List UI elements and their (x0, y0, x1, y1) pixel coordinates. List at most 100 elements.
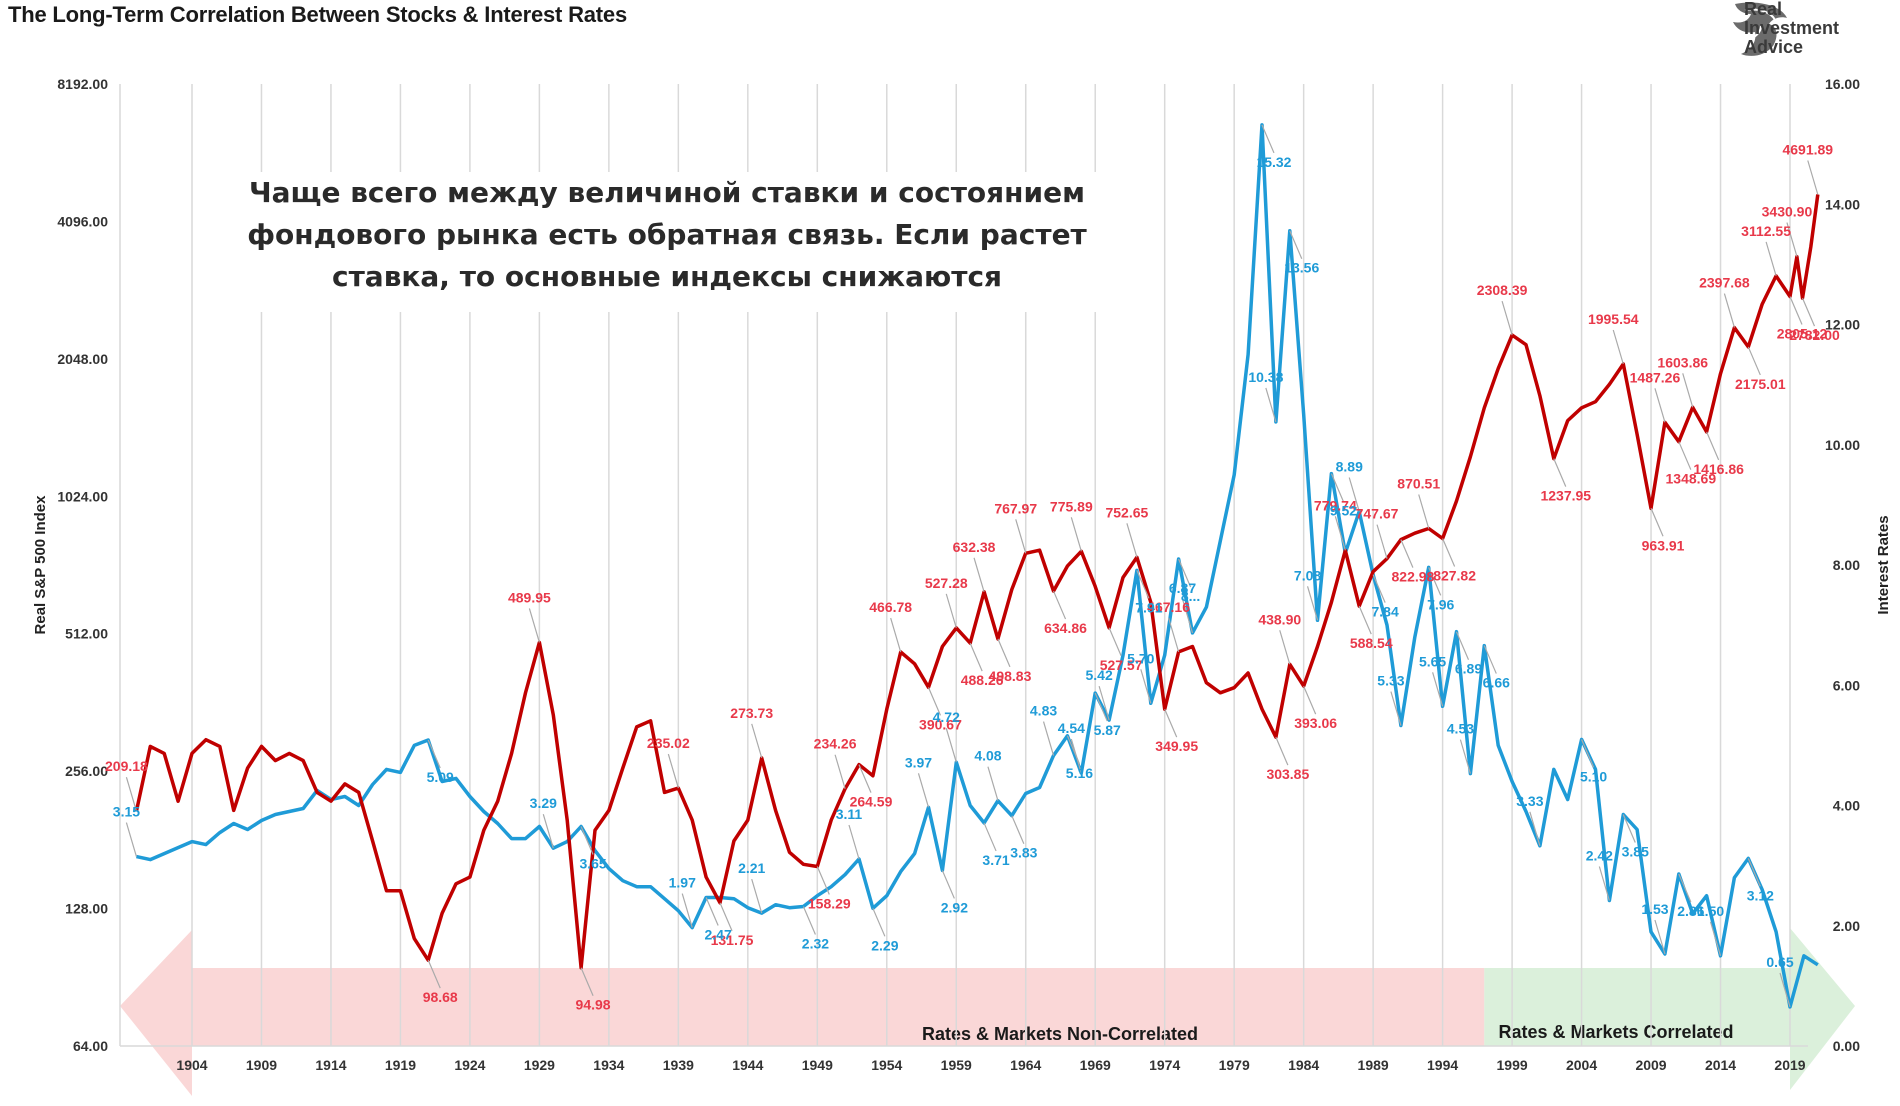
rates-data-label: 7.08 (1294, 567, 1321, 583)
rates-data-label: 2.29 (871, 937, 898, 953)
label-leader-line (1678, 441, 1692, 470)
label-leader-line (1455, 631, 1470, 660)
label-leader-line (751, 878, 763, 914)
region-label-non-correlated: Rates & Markets Non-Correlated (922, 1024, 1198, 1044)
label-leader-line (1400, 539, 1414, 568)
rates-data-label: 0.65 (1766, 954, 1793, 970)
sp500-data-label: 438.90 (1258, 611, 1301, 627)
x-tick-label: 2019 (1774, 1057, 1805, 1073)
y-left-tick-label: 512.00 (65, 626, 108, 642)
label-leader-line (1747, 858, 1761, 887)
label-leader-line (927, 687, 942, 716)
y-right-tick-label: 14.00 (1825, 196, 1860, 212)
label-leader-line (987, 766, 999, 801)
rates-data-label: 3.11 (836, 806, 863, 822)
logo-eagle-icon (1733, 2, 1787, 56)
rates-data-label: 2.21 (738, 860, 765, 876)
label-leader-line (1654, 919, 1666, 955)
rates-data-label: 5.87 (1094, 722, 1121, 738)
y-left-tick-label: 4096.00 (57, 213, 108, 229)
rates-data-label: 4.72 (933, 709, 960, 725)
sp500-data-label: 632.38 (953, 539, 996, 555)
rates-data-label: 6.89 (1455, 661, 1482, 677)
label-leader-line (1723, 293, 1735, 328)
sp500-data-label: 588.54 (1350, 635, 1393, 651)
label-leader-line (1070, 738, 1082, 774)
sp500-data-label: 349.95 (1155, 738, 1198, 754)
rates-data-label: 5.65 (1419, 653, 1446, 669)
rates-data-label: 3.33 (1516, 793, 1543, 809)
rates-data-label: 2.32 (802, 936, 829, 952)
y-right-tick-label: 6.00 (1833, 677, 1860, 693)
label-leader-line (945, 728, 957, 763)
label-leader-line (1011, 815, 1025, 844)
label-leader-line (1501, 300, 1513, 336)
rates-data-label: 3.65 (579, 856, 606, 872)
sp500-data-label: 2782.00 (1789, 327, 1840, 343)
label-leader-line (917, 773, 930, 808)
rates-data-label: 8.89 (1336, 458, 1363, 474)
chart-title: The Long-Term Correlation Between Stocks… (8, 2, 627, 27)
x-tick-label: 1969 (1080, 1057, 1111, 1073)
rates-data-label: 6.87 (1169, 580, 1196, 596)
sp500-data-label: 2805.12 (1777, 325, 1828, 341)
label-leader-line (1706, 431, 1720, 461)
rates-data-label: 1.53 (1641, 901, 1668, 917)
rates-data-label: 1.97 (669, 875, 696, 891)
x-tick-label: 1964 (1010, 1057, 1041, 1073)
logo-line: Investment (1744, 18, 1840, 38)
label-leader-line (1622, 814, 1636, 843)
rates-data-label: 5.10 (1580, 768, 1607, 784)
label-leader-line (1140, 669, 1152, 704)
x-tick-label: 1909 (246, 1057, 277, 1073)
label-leader-line (1372, 574, 1386, 603)
label-leader-line (1108, 627, 1122, 657)
x-tick-label: 1914 (315, 1057, 346, 1073)
rates-data-label: 7.84 (1372, 604, 1399, 620)
x-tick-label: 2009 (1635, 1057, 1666, 1073)
y-right-tick-label: 10.00 (1825, 437, 1860, 453)
sp500-data-label: 1487.26 (1630, 369, 1681, 385)
label-leader-line (705, 897, 719, 926)
label-leader-line (542, 814, 554, 849)
sp500-data-label: 489.95 (508, 589, 551, 605)
sp500-data-label: 393.06 (1294, 715, 1337, 731)
x-tick-label: 1949 (802, 1057, 833, 1073)
label-leader-line (1418, 494, 1430, 529)
label-leader-line (1070, 517, 1082, 552)
sp500-data-label: 1348.69 (1666, 471, 1717, 487)
sp500-data-label: 1416.86 (1693, 461, 1744, 477)
label-leader-line (997, 638, 1011, 668)
y-right-tick-label: 16.00 (1825, 76, 1860, 92)
annotation-line: фондового рынка есть обратная связь. Есл… (247, 218, 1087, 251)
rates-data-label: 3.97 (905, 754, 932, 770)
x-tick-label: 1944 (732, 1057, 763, 1073)
label-leader-line (125, 822, 137, 857)
sp500-data-label: 527.57 (1100, 657, 1143, 673)
label-leader-line (1376, 524, 1388, 559)
sp500-data-label: 3430.90 (1762, 204, 1813, 220)
sp500-data-label: 390.67 (919, 716, 962, 732)
label-leader-line (1094, 692, 1108, 722)
label-leader-line (1303, 685, 1317, 715)
x-tick-label: 1924 (454, 1057, 485, 1073)
data-labels: 209.18 98.68 489.95 94.98 235.02 131.75 273.73… (105, 141, 1840, 1012)
rates-data-label: 2.42 (1586, 847, 1613, 863)
x-tick-label: 2004 (1566, 1057, 1597, 1073)
sp500-data-label: 634.86 (1044, 620, 1087, 636)
label-leader-lines (125, 124, 1819, 1008)
x-tick-label: 1934 (593, 1057, 624, 1073)
sp500-data-label: 467.16 (1147, 599, 1190, 615)
sp500-data-label: 527.28 (925, 575, 968, 591)
label-leader-line (1432, 672, 1444, 707)
y-left-tick-label: 256.00 (65, 763, 108, 779)
label-leader-line (1747, 346, 1761, 376)
sp500-data-label: 4691.89 (1782, 141, 1833, 157)
y-left-tick-label: 64.00 (73, 1038, 108, 1054)
label-leader-line (890, 617, 902, 653)
sp500-data-label: 234.26 (814, 736, 857, 752)
rates-data-label: 5.09 (427, 769, 454, 785)
sp500-data-label: 98.68 (423, 989, 458, 1005)
x-tick-label: 2014 (1705, 1057, 1736, 1073)
label-leader-line (1015, 519, 1027, 554)
